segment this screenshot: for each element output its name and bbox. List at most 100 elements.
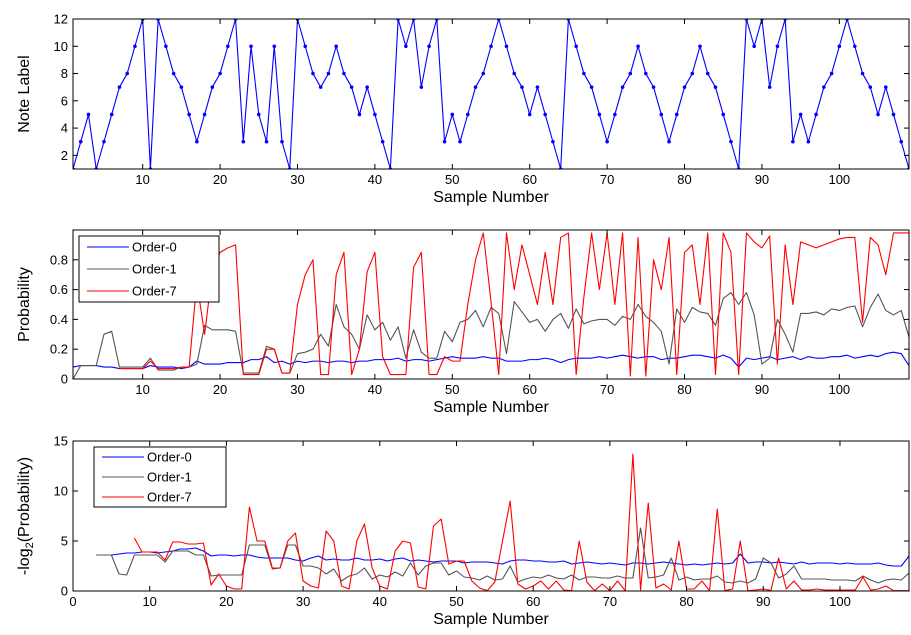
data-point [458,139,462,144]
data-point [373,112,377,117]
data-point [651,85,656,89]
y-tick-label: 4 [61,121,68,136]
data-point [574,44,578,49]
y-tick-label: 5 [61,534,68,549]
data-point [582,71,586,76]
y-tick-label: 0.2 [50,342,68,357]
data-point [659,112,664,117]
data-point [481,71,486,76]
data-point [218,71,222,76]
x-tick-label: 60 [526,594,540,609]
data-point [504,44,509,49]
data-point [86,112,91,117]
data-point [109,112,114,117]
x-tick-label: 50 [449,594,463,609]
x-tick-label: 40 [368,382,382,397]
data-point [195,139,199,144]
x-tick-label: 20 [213,172,227,187]
data-point [698,44,702,49]
data-point [883,85,888,89]
legend-label: Order-0 [147,450,192,465]
data-point [241,139,246,144]
data-point [102,139,106,144]
x-tick-label: 40 [373,594,387,609]
y-tick-label: 6 [61,93,68,108]
x-tick-label: 0 [69,594,76,609]
chart-panel-1: 10 20 30 40 50 60 70 80 90 100 2 4 6 8 10 12 Sample Numb… [16,12,910,206]
data-point [674,112,679,117]
series-line-order-1 [96,527,909,584]
y-tick-label: 15 [54,434,68,449]
data-point [419,85,424,89]
data-point [628,71,633,76]
x-tick-label: 30 [290,172,304,187]
x-tick-label: 70 [603,594,617,609]
data-point [280,139,284,144]
data-point [210,85,215,89]
series-group [73,232,909,379]
data-point [822,85,826,89]
data-point [891,112,896,117]
data-point [520,85,524,89]
data-point [613,112,617,117]
axes-box [72,440,910,592]
data-point [644,71,648,76]
x-tick-label: 80 [677,382,691,397]
x-tick-label: 10 [135,382,149,397]
y-axis-title: -log2(Probability) [16,457,36,575]
y-axis-title: Note Label [16,55,33,132]
data-point [303,44,308,49]
y-tick-label: 0 [61,372,68,387]
data-point [473,85,478,89]
series-line-order-7 [119,232,909,377]
data-point [814,112,818,117]
data-point [682,85,687,89]
y-tick-label: 0.8 [50,252,68,267]
data-point [791,139,795,144]
data-point [465,112,470,117]
axes-box [72,18,910,170]
data-point [164,44,168,49]
x-tick-label: 70 [600,172,614,187]
data-point [264,139,269,144]
data-point [249,44,253,49]
data-point [179,85,184,89]
data-point [226,44,230,49]
chart-panel-3: 0 10 20 30 40 50 60 70 80 90 100 0 5 10 15 Sample Numbe… [16,434,910,628]
x-tick-label: 100 [828,172,850,187]
data-point [357,112,362,117]
series-group [96,453,909,591]
x-tick-label: 100 [828,382,850,397]
data-point [187,112,191,117]
data-point [442,139,447,144]
data-point [512,71,517,76]
x-tick-label: 50 [445,172,459,187]
data-point [837,44,842,49]
data-point [318,85,323,89]
data-point [767,85,772,89]
data-point [78,139,83,144]
data-point [636,44,640,49]
data-point [349,85,354,89]
x-tick-label: 90 [755,172,769,187]
data-point [620,85,625,89]
x-tick-label: 90 [756,594,770,609]
y-tick-label: 8 [61,66,68,81]
data-point [202,112,207,117]
data-point [551,139,555,144]
x-tick-label: 100 [829,594,851,609]
data-point [729,139,733,144]
legend-label: Order-1 [132,262,177,277]
legend-label: Order-7 [132,284,177,299]
data-point [365,85,369,89]
data-point [868,85,873,89]
x-tick-label: 60 [522,172,536,187]
x-tick-label: 20 [219,594,233,609]
y-tick-label: 10 [54,484,68,499]
x-tick-label: 70 [600,382,614,397]
x-tick-label: 30 [290,382,304,397]
y-axis-title: Probability [16,267,33,342]
data-point [334,44,338,49]
data-point [853,44,857,49]
series-line-order-1 [73,292,909,379]
